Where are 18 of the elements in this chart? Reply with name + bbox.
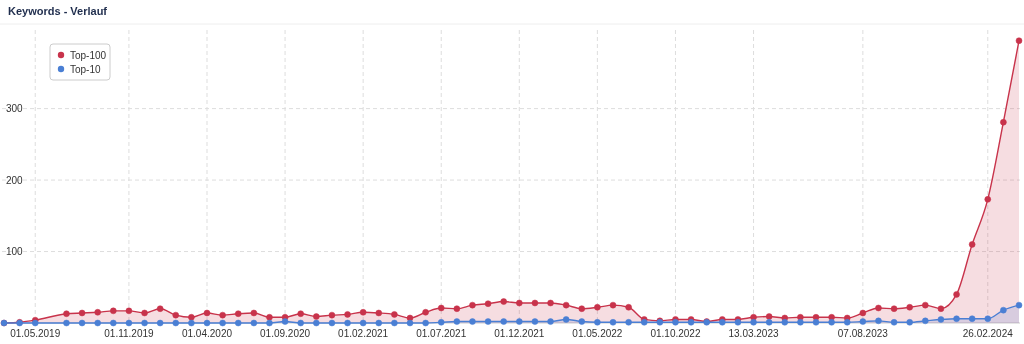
x-tick-label: 01.04.2020 [181, 328, 233, 339]
chart-title: Keywords - Verlauf [8, 5, 108, 17]
x-tick-label: 13.03.2023 [728, 328, 779, 339]
y-tick-label: 200 [6, 174, 24, 186]
y-tick-label: 100 [6, 246, 24, 258]
x-tick-label: 01.05.2022 [572, 328, 623, 339]
x-tick-label: 01.05.2019 [10, 328, 61, 339]
x-tick-label: 01.02.2021 [338, 328, 389, 339]
x-tick-label: 01.11.2019 [104, 328, 155, 339]
x-tick-label: 26.02.2024 [962, 328, 1014, 339]
x-tick-label: 07.08.2023 [837, 328, 889, 339]
legend-label: Top-10 [70, 63, 102, 75]
x-tick-label: 01.07.2021 [416, 328, 467, 339]
x-tick-label: 01.09.2020 [260, 328, 311, 339]
legend-label: Top-100 [70, 49, 107, 61]
y-tick-label: 300 [6, 103, 24, 115]
x-tick-label: 01.12.2021 [494, 328, 545, 339]
x-tick-label: 01.10.2022 [650, 328, 701, 339]
